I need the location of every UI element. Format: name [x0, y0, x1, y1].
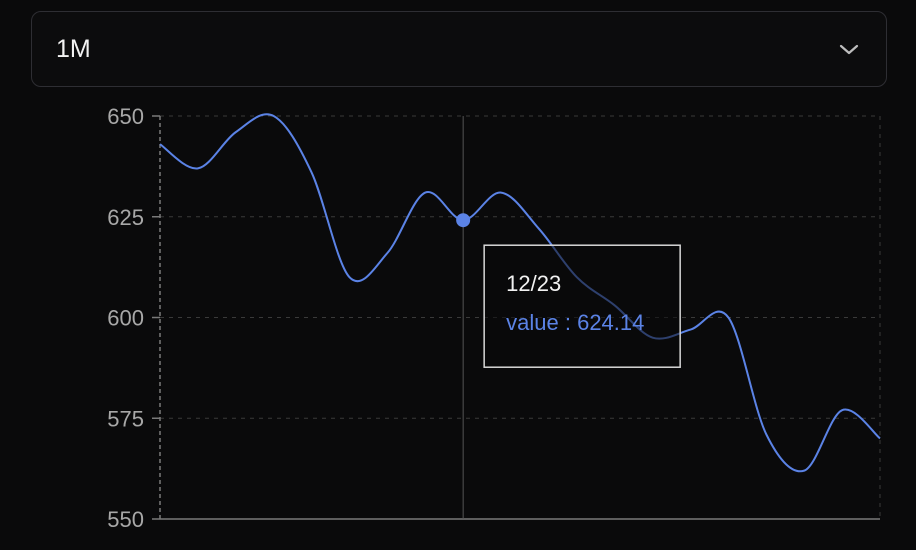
y-tick-label: 575 — [107, 406, 144, 431]
range-select[interactable]: 1M — [31, 11, 887, 87]
y-tick-label: 625 — [107, 205, 144, 230]
chevron-down-icon[interactable] — [838, 42, 860, 56]
y-axis: 550 575 600 625 650 — [107, 104, 160, 532]
y-tick-label: 650 — [107, 104, 144, 129]
range-select-value: 1M — [56, 34, 91, 63]
tooltip: 12/23 value : 624.14 — [483, 244, 681, 368]
tooltip-value: value : 624.14 — [506, 310, 644, 335]
line-chart: 550 575 600 625 650 12/23 value : 624.14 — [107, 104, 881, 532]
y-tick-label: 600 — [107, 306, 144, 331]
tooltip-box — [483, 244, 681, 368]
tooltip-date: 12/23 — [506, 271, 561, 296]
highlight-point[interactable] — [456, 213, 471, 228]
series-line — [159, 113, 881, 473]
y-tick-label: 550 — [107, 507, 144, 532]
